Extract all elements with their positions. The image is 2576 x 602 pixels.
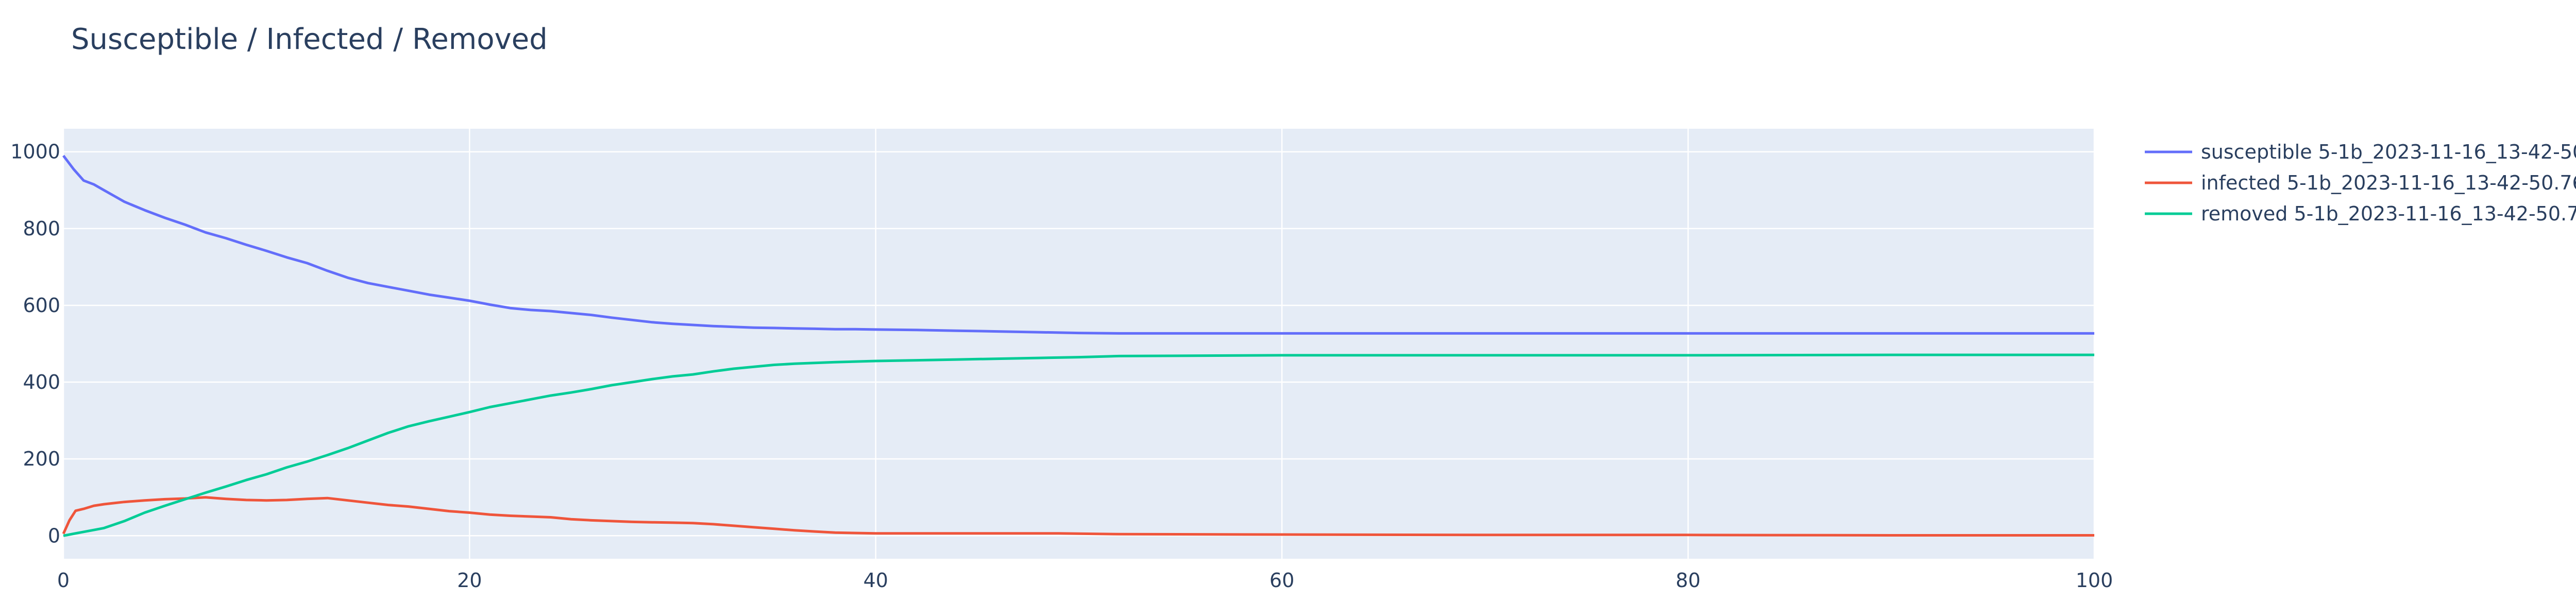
legend[interactable]: susceptible 5-1b_2023-11-16_13-42-50.767… [2145,141,2576,225]
series-line-susceptible [62,154,2094,335]
series-line-removed [63,353,2094,537]
grid-lines [62,129,2095,559]
x-tick-label: 20 [457,569,482,592]
y-tick-label: 200 [23,448,60,470]
legend-label: susceptible 5-1b_2023-11-16_13-42-50.767 [2201,141,2576,163]
x-tick-label: 40 [863,569,888,592]
legend-item-susceptible[interactable]: susceptible 5-1b_2023-11-16_13-42-50.767 [2145,141,2576,163]
legend-label: infected 5-1b_2023-11-16_13-42-50.767 [2201,171,2576,194]
y-tick-label: 0 [48,524,60,547]
y-tick-label: 400 [23,371,60,393]
x-tick-label: 100 [2076,569,2113,592]
chart-title: Susceptible / Infected / Removed [71,23,548,56]
y-tick-label: 800 [23,217,60,240]
plot-area [63,129,2094,559]
legend-item-infected[interactable]: infected 5-1b_2023-11-16_13-42-50.767 [2145,171,2576,194]
y-tick-label: 600 [23,294,60,317]
series-layer [62,154,2094,537]
x-tick-label: 0 [57,569,70,592]
y-tick-label: 1000 [10,141,60,163]
series-line-infected [62,496,2094,537]
legend-item-removed[interactable]: removed 5-1b_2023-11-16_13-42-50.767 [2145,202,2576,225]
x-tick-label: 60 [1269,569,1294,592]
legend-label: removed 5-1b_2023-11-16_13-42-50.767 [2201,202,2576,225]
x-tick-label: 80 [1675,569,1700,592]
